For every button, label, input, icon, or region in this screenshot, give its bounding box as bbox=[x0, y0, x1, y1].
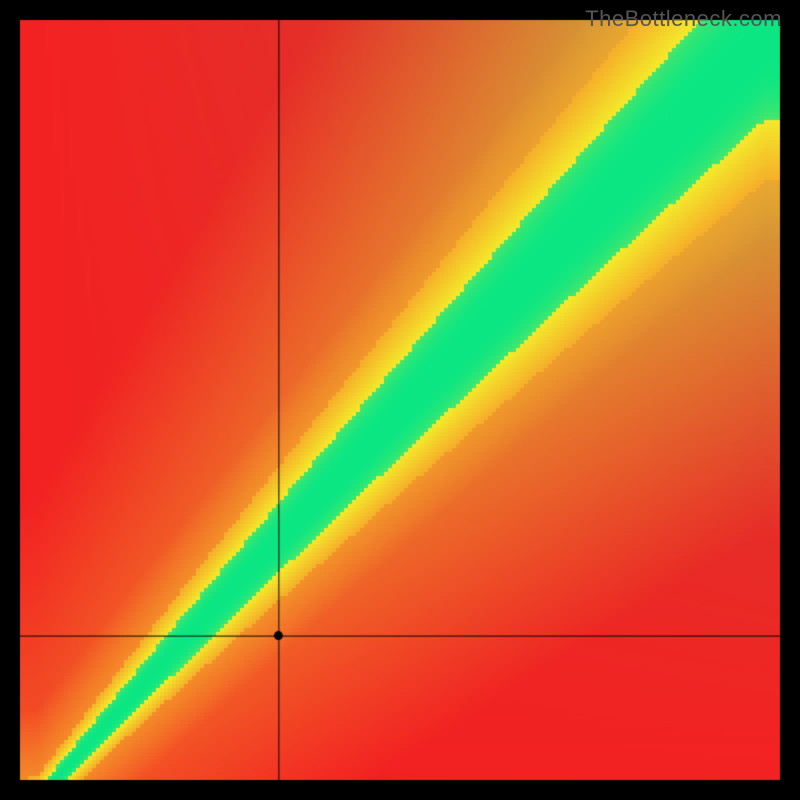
chart-container: TheBottleneck.com bbox=[0, 0, 800, 800]
heatmap-canvas bbox=[0, 0, 800, 800]
watermark-text: TheBottleneck.com bbox=[585, 6, 782, 32]
